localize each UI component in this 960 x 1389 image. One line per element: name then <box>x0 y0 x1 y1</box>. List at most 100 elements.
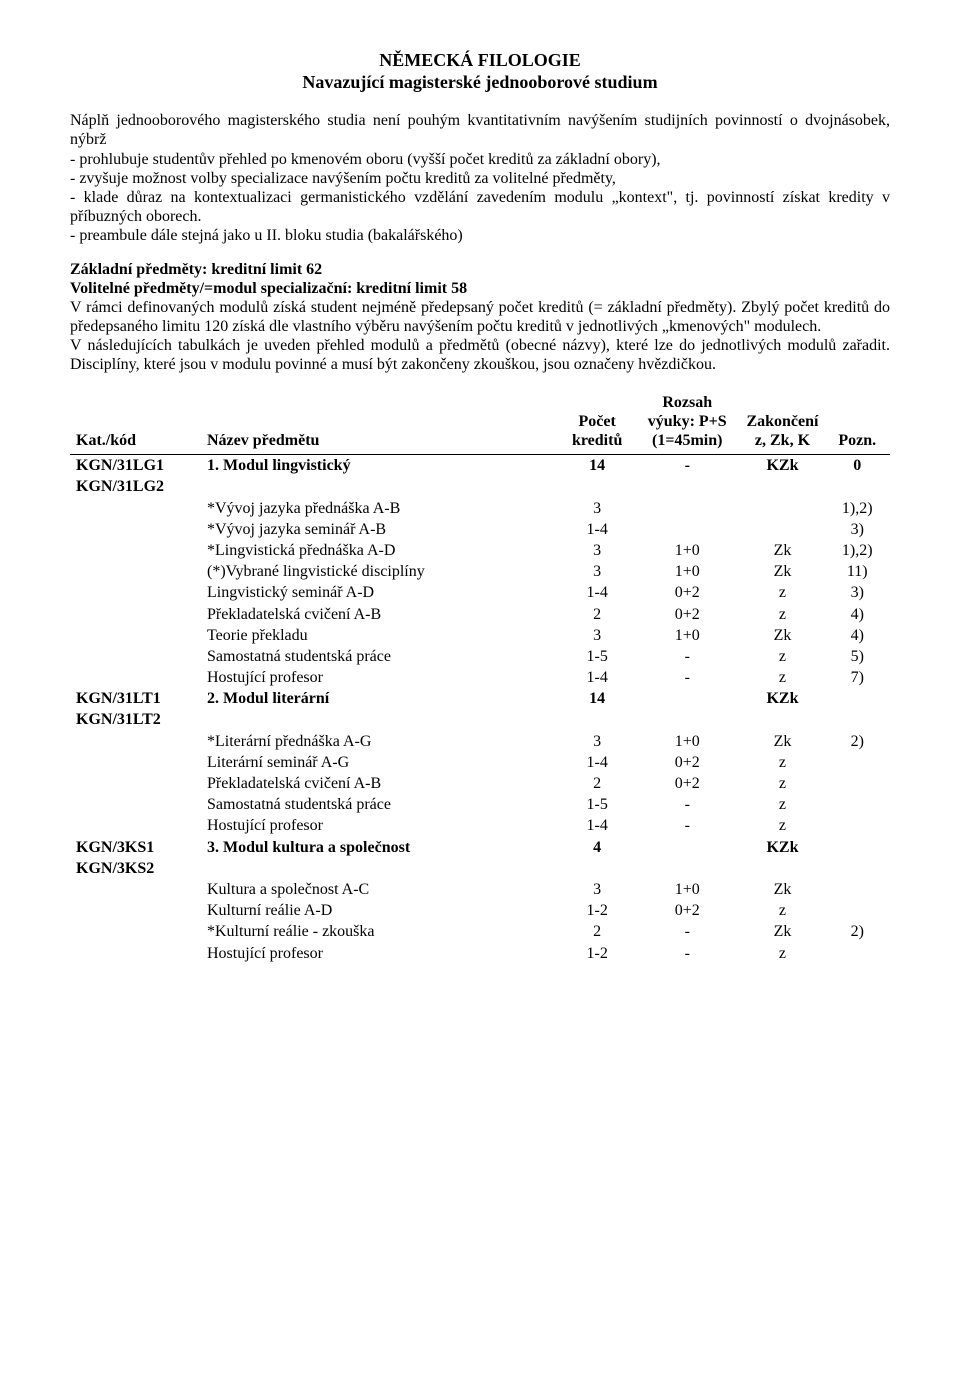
subject-name: Samostatná studentská práce <box>201 794 560 815</box>
subject-end: z <box>740 794 824 815</box>
subject-credits: 3 <box>560 540 634 561</box>
header-name: Název předmětu <box>201 389 560 455</box>
subjects-table: Kat./kód Název předmětu Počet kreditů Ro… <box>70 389 890 964</box>
module-end: KZk <box>740 688 824 709</box>
header-note: Pozn. <box>824 389 890 455</box>
module-header: KGN/31LT12. Modul literární14KZk <box>70 688 890 709</box>
subject-range: - <box>634 943 740 964</box>
module-note: 0 <box>824 455 890 477</box>
subject-range: - <box>634 667 740 688</box>
table-row: Kultura a společnost A-C31+0Zk <box>70 879 890 900</box>
module-name: 2. Modul literární <box>201 688 560 709</box>
subject-end: z <box>740 943 824 964</box>
subject-note <box>824 794 890 815</box>
header-credits: Počet kreditů <box>560 389 634 455</box>
subject-credits: 3 <box>560 498 634 519</box>
subject-note <box>824 900 890 921</box>
subject-name: *Literární přednáška A-G <box>201 731 560 752</box>
subject-name: Samostatná studentská práce <box>201 646 560 667</box>
subject-end: Zk <box>740 879 824 900</box>
subject-credits: 1-5 <box>560 794 634 815</box>
subject-range: 1+0 <box>634 561 740 582</box>
subject-credits: 2 <box>560 604 634 625</box>
subject-range: - <box>634 921 740 942</box>
module-code2: KGN/3KS2 <box>70 858 201 879</box>
subject-range: 1+0 <box>634 879 740 900</box>
subject-credits: 3 <box>560 625 634 646</box>
intro-bullet-4: - preambule dále stejná jako u II. bloku… <box>70 227 463 244</box>
subject-name: *Vývoj jazyka přednáška A-B <box>201 498 560 519</box>
module-code1: KGN/3KS1 <box>70 837 201 858</box>
module-code1: KGN/31LT1 <box>70 688 201 709</box>
subject-end: Zk <box>740 561 824 582</box>
subject-end: z <box>740 815 824 836</box>
subject-credits: 3 <box>560 879 634 900</box>
module-note <box>824 837 890 858</box>
table-row: Hostující profesor1-4-z <box>70 815 890 836</box>
subject-name: Teorie překladu <box>201 625 560 646</box>
subject-range: 1+0 <box>634 625 740 646</box>
subject-note: 3) <box>824 582 890 603</box>
subject-credits: 1-4 <box>560 519 634 540</box>
subject-note: 2) <box>824 921 890 942</box>
subject-name: Hostující profesor <box>201 667 560 688</box>
subject-end: z <box>740 900 824 921</box>
subject-name: Překladatelská cvičení A-B <box>201 773 560 794</box>
subject-note <box>824 752 890 773</box>
subject-name: Hostující profesor <box>201 943 560 964</box>
subject-range: 1+0 <box>634 540 740 561</box>
subject-note: 4) <box>824 625 890 646</box>
module-name: 1. Modul lingvistický <box>201 455 560 477</box>
subject-range: 0+2 <box>634 582 740 603</box>
table-row: *Kulturní reálie - zkouška2-Zk2) <box>70 921 890 942</box>
table-row: Samostatná studentská práce1-5-z <box>70 794 890 815</box>
module-code2: KGN/31LT2 <box>70 709 201 730</box>
intro-bullet-3: - klade důraz na kontextualizaci germani… <box>70 189 890 225</box>
table-row: Hostující profesor1-4-z7) <box>70 667 890 688</box>
table-row: Samostatná studentská práce1-5-z5) <box>70 646 890 667</box>
module-end: KZk <box>740 837 824 858</box>
subject-range: - <box>634 794 740 815</box>
module-code2-row: KGN/31LG2 <box>70 476 890 497</box>
subject-note: 1),2) <box>824 498 890 519</box>
limits-text-2: V následujících tabulkách je uveden přeh… <box>70 337 890 373</box>
module-code2-row: KGN/31LT2 <box>70 709 890 730</box>
module-range <box>634 837 740 858</box>
table-row: Kulturní reálie A-D1-20+2z <box>70 900 890 921</box>
subject-credits: 2 <box>560 773 634 794</box>
table-row: Teorie překladu31+0Zk4) <box>70 625 890 646</box>
subject-credits: 1-4 <box>560 815 634 836</box>
subject-range: 0+2 <box>634 604 740 625</box>
subject-credits: 1-5 <box>560 646 634 667</box>
header-code: Kat./kód <box>70 389 201 455</box>
subject-name: *Vývoj jazyka seminář A-B <box>201 519 560 540</box>
limits-paragraph: Základní předměty: kreditní limit 62 Vol… <box>70 260 890 375</box>
table-row: *Literární přednáška A-G31+0Zk2) <box>70 731 890 752</box>
subject-credits: 3 <box>560 731 634 752</box>
table-row: *Vývoj jazyka přednáška A-B3 1),2) <box>70 498 890 519</box>
subject-range: 0+2 <box>634 900 740 921</box>
subject-note <box>824 879 890 900</box>
module-code2-row: KGN/3KS2 <box>70 858 890 879</box>
subject-note: 11) <box>824 561 890 582</box>
limits-heading-2: Volitelné předměty/=modul specializační:… <box>70 280 467 297</box>
module-end: KZk <box>740 455 824 477</box>
subject-note: 5) <box>824 646 890 667</box>
module-note <box>824 688 890 709</box>
intro-bullet-1: - prohlubuje studentův přehled po kmenov… <box>70 151 661 168</box>
subject-note <box>824 815 890 836</box>
module-credits: 4 <box>560 837 634 858</box>
table-row: Překladatelská cvičení A-B20+2z4) <box>70 604 890 625</box>
intro-paragraph: Náplň jednooborového magisterského studi… <box>70 111 890 245</box>
table-row: (*)Vybrané lingvistické disciplíny31+0Zk… <box>70 561 890 582</box>
subject-credits: 1-4 <box>560 752 634 773</box>
subject-note: 3) <box>824 519 890 540</box>
subject-range: - <box>634 646 740 667</box>
table-row: *Vývoj jazyka seminář A-B1-4 3) <box>70 519 890 540</box>
subject-note <box>824 943 890 964</box>
table-row: Překladatelská cvičení A-B20+2z <box>70 773 890 794</box>
module-header: KGN/3KS13. Modul kultura a společnost4KZ… <box>70 837 890 858</box>
table-row: Literární seminář A-G1-40+2z <box>70 752 890 773</box>
module-credits: 14 <box>560 455 634 477</box>
subject-name: *Lingvistická přednáška A-D <box>201 540 560 561</box>
